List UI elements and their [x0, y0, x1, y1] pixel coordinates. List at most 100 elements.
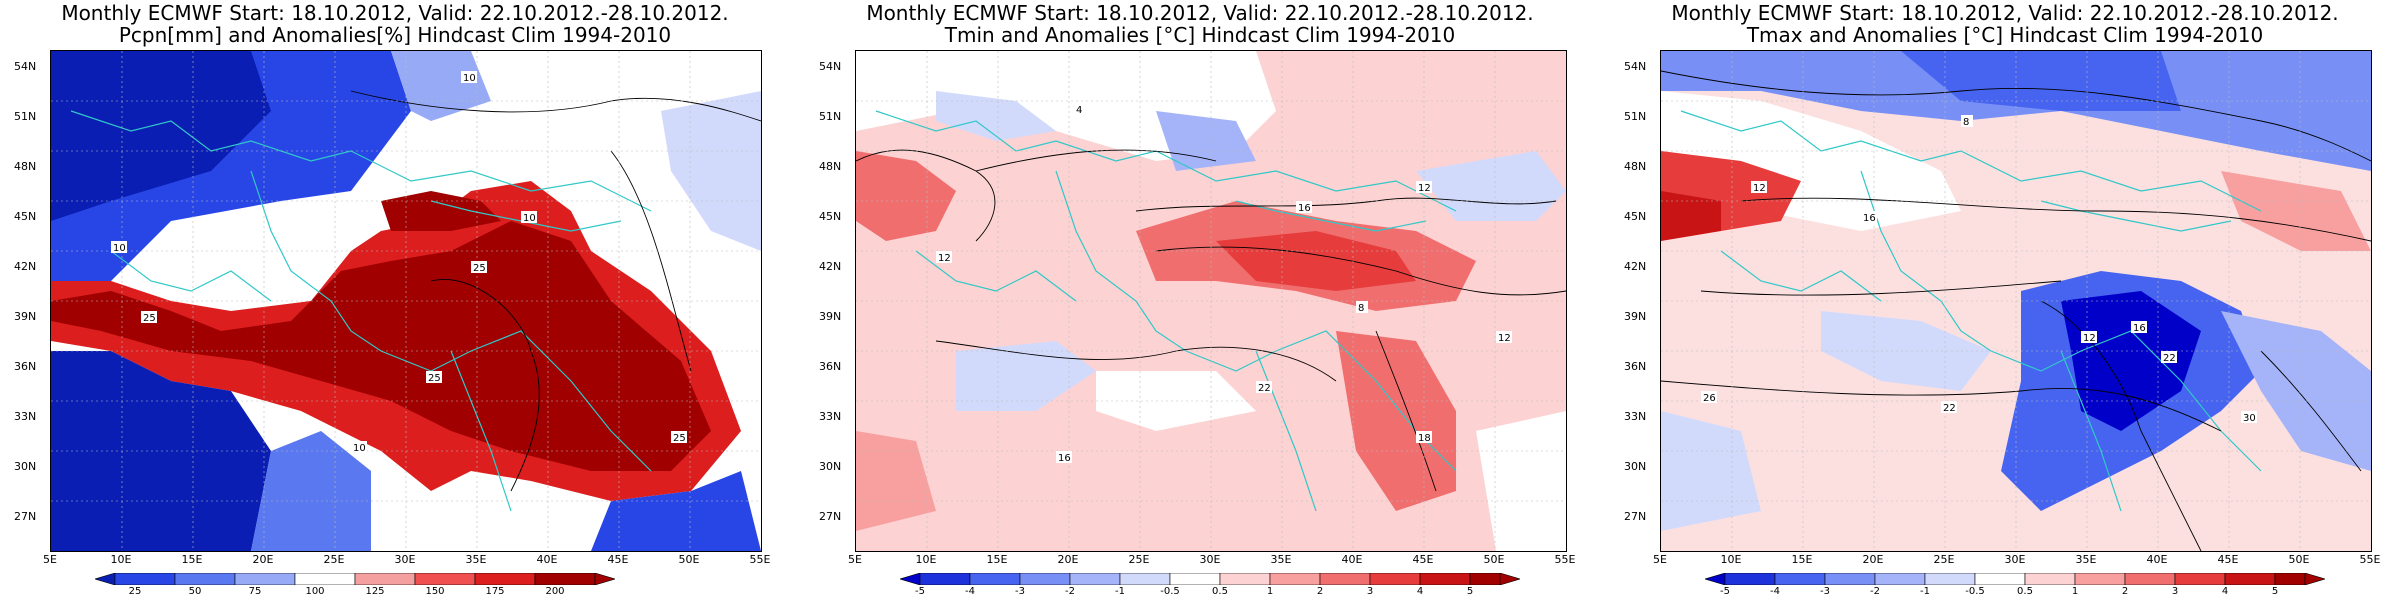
colorbar-label: -0.5	[1965, 586, 1985, 597]
colorbar-label: 2	[1316, 586, 1324, 597]
contour-label: 16	[1298, 203, 1311, 214]
contour-label: 8	[1963, 117, 1969, 128]
lon-label: 55E	[2359, 553, 2381, 566]
lon-label: 5E	[1653, 553, 1667, 566]
contour-label: 12	[1418, 183, 1431, 194]
lat-label: 48N	[1624, 160, 1647, 173]
lat-label: 51N	[819, 110, 842, 123]
lon-label: 50E	[2288, 553, 2310, 566]
colorbar-label: -5	[915, 586, 925, 597]
lat-label: 33N	[819, 410, 842, 423]
colorbar-label: 3	[2171, 586, 2179, 597]
panel-tmin: Monthly ECMWF Start: 18.10.2012, Valid: …	[805, 0, 1595, 600]
contour-label: 16	[1863, 213, 1876, 224]
colorbar-label: 3	[1366, 586, 1374, 597]
colorbar-label: -1	[1920, 586, 1930, 597]
lat-label: 48N	[14, 160, 37, 173]
lat-label: 42N	[1624, 260, 1647, 273]
colorbar-label: -3	[1820, 586, 1830, 597]
contour-label: 10	[523, 213, 536, 224]
lon-label: 10E	[110, 553, 132, 566]
lon-label: 10E	[1720, 553, 1742, 566]
colorbar-label: 200	[545, 586, 565, 597]
colorbar-label: 75	[248, 586, 262, 597]
lat-label: 36N	[14, 360, 37, 373]
lon-label: 40E	[2146, 553, 2168, 566]
lat-label: 27N	[1624, 510, 1647, 523]
lat-label: 45N	[819, 210, 842, 223]
contour-label: 25	[428, 373, 441, 384]
lat-label: 54N	[14, 60, 37, 73]
contour-label: 16	[2133, 323, 2146, 334]
lon-label: 45E	[2217, 553, 2239, 566]
colorbar-label: -5	[1720, 586, 1730, 597]
lon-label: 5E	[43, 553, 57, 566]
tmin-anomaly-map: 4 12 16 12 8 22 16 12 18	[855, 50, 1567, 552]
colorbar-label: 125	[365, 586, 385, 597]
colorbar-label: 1	[2071, 586, 2079, 597]
lon-label: 40E	[1341, 553, 1363, 566]
lon-label: 35E	[465, 553, 487, 566]
panel-title-line2: Tmax and Anomalies [°C] Hindcast Clim 19…	[1746, 23, 2264, 47]
lon-label: 25E	[323, 553, 345, 566]
colorbar-label: 175	[485, 586, 505, 597]
contour-label: 26	[1703, 393, 1716, 404]
lat-label: 39N	[14, 310, 37, 323]
lon-label: 30E	[394, 553, 416, 566]
colorbar-label: 100	[305, 586, 325, 597]
colorbar-label: 5	[2271, 586, 2279, 597]
lon-label: 35E	[2075, 553, 2097, 566]
colorbar	[95, 573, 615, 585]
lon-label: 30E	[1199, 553, 1221, 566]
contour-label: 25	[473, 263, 486, 274]
lat-label: 54N	[1624, 60, 1647, 73]
colorbar-label: -3	[1015, 586, 1025, 597]
contour-label: 12	[938, 253, 951, 264]
lon-label: 25E	[1933, 553, 1955, 566]
colorbar-label: 5	[1466, 586, 1474, 597]
colorbar-label: 25	[128, 586, 142, 597]
lon-label: 25E	[1128, 553, 1150, 566]
lat-label: 36N	[819, 360, 842, 373]
lat-label: 42N	[14, 260, 37, 273]
lon-label: 50E	[1483, 553, 1505, 566]
contour-label: 22	[2163, 353, 2176, 364]
lon-label: 20E	[252, 553, 274, 566]
colorbar-label: 50	[188, 586, 202, 597]
lat-label: 39N	[819, 310, 842, 323]
panel-precipitation: Monthly ECMWF Start: 18.10.2012, Valid: …	[0, 0, 790, 600]
colorbar-label: -2	[1065, 586, 1075, 597]
lon-label: 20E	[1862, 553, 1884, 566]
contour-label: 16	[1058, 453, 1071, 464]
colorbar-label: -4	[965, 586, 975, 597]
contour-label: 22	[1943, 403, 1956, 414]
contour-label: 10	[353, 443, 366, 454]
colorbar-label: 0.5	[1212, 586, 1228, 597]
colorbar-label: -0.5	[1160, 586, 1180, 597]
lon-label: 5E	[848, 553, 862, 566]
contour-label: 25	[673, 433, 686, 444]
lon-label: 10E	[915, 553, 937, 566]
colorbar-label: -4	[1770, 586, 1780, 597]
panel-title-line1: Monthly ECMWF Start: 18.10.2012, Valid: …	[866, 1, 1534, 25]
colorbar-label: -2	[1870, 586, 1880, 597]
contour-label: 22	[1258, 383, 1271, 394]
colorbar-label: -1	[1115, 586, 1125, 597]
lat-label: 39N	[1624, 310, 1647, 323]
contour-label: 8	[1358, 303, 1364, 314]
lon-label: 55E	[1554, 553, 1576, 566]
colorbar-label: 4	[2221, 586, 2229, 597]
panel-title-line1: Monthly ECMWF Start: 18.10.2012, Valid: …	[61, 1, 729, 25]
panel-title-line1: Monthly ECMWF Start: 18.10.2012, Valid: …	[1671, 1, 2339, 25]
lon-label: 55E	[749, 553, 771, 566]
lat-label: 30N	[14, 460, 37, 473]
lat-label: 51N	[14, 110, 37, 123]
colorbar-label: 4	[1416, 586, 1424, 597]
colorbar	[1705, 573, 2325, 585]
panel-tmax: Monthly ECMWF Start: 18.10.2012, Valid: …	[1610, 0, 2400, 600]
lon-label: 30E	[2004, 553, 2026, 566]
contour-label: 10	[113, 243, 126, 254]
lat-label: 45N	[14, 210, 37, 223]
lat-label: 27N	[14, 510, 37, 523]
contour-label: 12	[1753, 183, 1766, 194]
